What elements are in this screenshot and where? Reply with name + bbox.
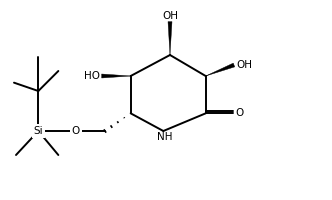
Text: O: O: [235, 108, 244, 118]
Text: HO: HO: [84, 71, 100, 81]
Text: OH: OH: [236, 60, 252, 70]
Text: O: O: [72, 126, 80, 136]
Text: NH: NH: [157, 132, 172, 142]
Polygon shape: [168, 22, 172, 55]
Text: Si: Si: [34, 126, 43, 136]
Polygon shape: [102, 74, 131, 78]
Polygon shape: [206, 63, 235, 76]
Text: OH: OH: [162, 11, 178, 21]
